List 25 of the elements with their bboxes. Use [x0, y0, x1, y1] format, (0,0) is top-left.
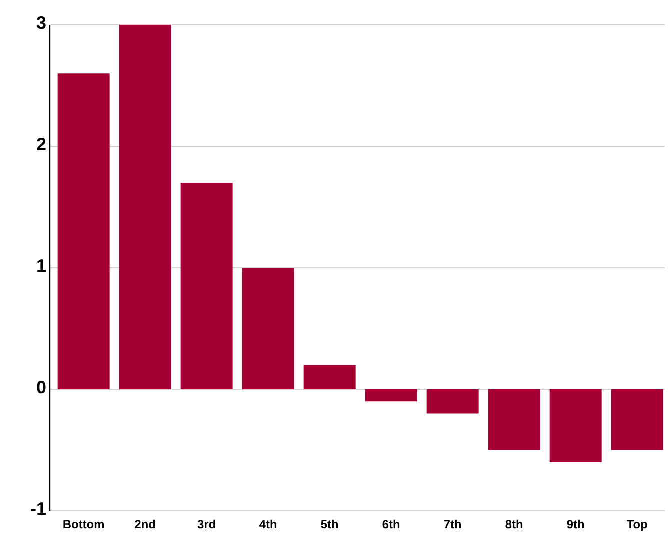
bar — [58, 74, 110, 390]
x-tick-label: Bottom — [64, 520, 104, 529]
bar — [304, 365, 356, 390]
y-tick-label: -1 — [31, 502, 46, 515]
y-tick-label: 1 — [38, 260, 46, 272]
x-tick-label: 9th — [567, 520, 584, 529]
x-tick-label: 4th — [260, 520, 277, 529]
y-tick-label: 2 — [37, 138, 46, 150]
bar — [365, 390, 418, 402]
bar — [119, 25, 172, 390]
x-tick-label: 3rd — [198, 520, 216, 529]
bar — [180, 182, 233, 390]
x-tick-label: 6th — [382, 520, 400, 529]
x-tick-label: 8th — [506, 520, 523, 529]
x-tick-label: 7th — [444, 520, 462, 529]
bar — [488, 390, 540, 450]
y-tick-label: 3 — [36, 16, 46, 30]
bar — [426, 390, 479, 414]
bar — [550, 390, 602, 462]
x-tick-label: 5th — [321, 520, 338, 529]
x-tick-label: Top — [626, 520, 648, 532]
y-tick-label: 0 — [37, 380, 46, 394]
bar — [242, 268, 294, 390]
bar — [611, 390, 664, 450]
x-tick-label: 2nd — [135, 520, 156, 529]
